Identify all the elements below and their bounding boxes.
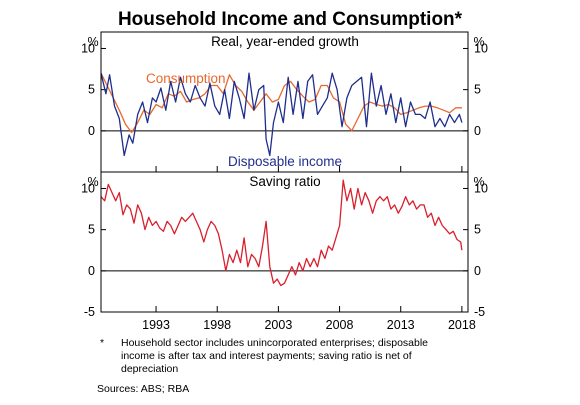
y-tick-label-right: 0 [474, 264, 481, 278]
y-tick-label-right: 10 [474, 41, 488, 55]
y-tick-label-left: 5 [88, 223, 95, 237]
top-panel-series [100, 72, 463, 157]
footnote: * Household sector includes unincorporat… [100, 337, 428, 375]
saving-ratio-line [100, 179, 463, 287]
bottom-panel-unit-right: % [473, 175, 484, 189]
y-tick-label-right: -5 [474, 305, 485, 319]
x-tick-label: 2003 [264, 318, 292, 332]
y-tick-label-left: 10 [81, 41, 95, 55]
sources: Sources: ABS; RBA [97, 383, 189, 395]
footnote-marker: * [100, 337, 104, 349]
top-panel: Real, year-ended growth % % 0 0 5 5 10 10 Con… [81, 34, 488, 169]
y-tick-label-right: 0 [474, 124, 481, 138]
x-tick-label: 2008 [326, 318, 354, 332]
y-tick-label-left: 5 [88, 83, 95, 97]
x-axis: 1993 1998 2003 2008 2013 2018 [142, 166, 476, 332]
x-tick-label: 1993 [142, 318, 170, 332]
chart-title: Household Income and Consumption* [118, 9, 463, 30]
disposable-income-label: Disposable income [228, 154, 342, 169]
y-tick-label-left: 10 [81, 181, 95, 195]
y-tick-label-right: 5 [474, 83, 481, 97]
y-tick-label-left: 0 [88, 124, 95, 138]
bottom-panel: Saving ratio % % -5 -5 0 0 5 5 10 10 [81, 174, 488, 319]
y-tick-label-right: 5 [474, 223, 481, 237]
x-tick-label: 1998 [203, 318, 231, 332]
y-tick-label-left: -5 [84, 305, 95, 319]
footnote-line-3: depreciation [121, 363, 178, 375]
consumption-label: Consumption [146, 71, 226, 86]
consumption-line [100, 72, 462, 134]
top-panel-title: Real, year-ended growth [211, 34, 359, 49]
bottom-panel-title: Saving ratio [249, 174, 320, 189]
y-tick-label-left: 0 [88, 264, 95, 278]
footnote-line-1: Household sector includes unincorporated… [121, 337, 428, 349]
top-panel-y-ticks: 0 0 5 5 10 10 [81, 41, 488, 137]
bottom-panel-unit-left: % [87, 175, 98, 189]
footnote-line-2: income is after tax and interest payment… [121, 350, 412, 362]
x-tick-label: 2013 [387, 318, 415, 332]
bottom-panel-series [100, 179, 463, 287]
x-tick-label: 2018 [448, 318, 476, 332]
top-panel-unit-right: % [473, 35, 484, 49]
y-tick-label-right: 10 [474, 181, 488, 195]
disposable-income-line [100, 72, 463, 157]
top-panel-unit-left: % [87, 35, 98, 49]
bottom-panel-y-ticks: -5 -5 0 0 5 5 10 10 [81, 181, 488, 319]
